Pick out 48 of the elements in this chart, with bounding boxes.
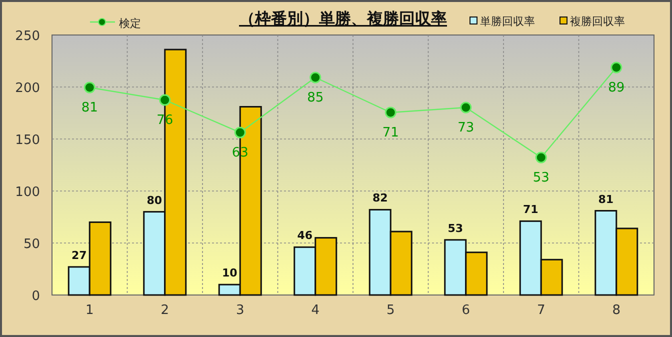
- point: [460, 102, 472, 114]
- data-label: 85: [307, 90, 324, 106]
- y-tick-label: 50: [23, 237, 40, 252]
- point: [310, 72, 322, 84]
- chart-title: （枠番別）単勝、複勝回収率: [239, 9, 447, 28]
- data-label: 46: [297, 229, 313, 242]
- x-tick-label: 5: [386, 303, 395, 318]
- data-label: 89: [608, 80, 625, 96]
- point: [84, 82, 96, 94]
- y-tick-label: 100: [15, 185, 40, 200]
- data-label: 53: [448, 222, 464, 235]
- data-label: 73: [458, 120, 474, 136]
- data-label: 71: [382, 126, 399, 140]
- x-tick-label: 3: [236, 303, 244, 318]
- point: [234, 126, 246, 138]
- x-tick-label: 6: [462, 303, 470, 318]
- data-label: 53: [532, 170, 550, 186]
- y-tick-label: 250: [15, 29, 40, 44]
- legend-label: 単勝回収率: [480, 15, 535, 28]
- y-tick-label: 0: [32, 289, 40, 304]
- data-label: 82: [372, 192, 388, 205]
- x-tick-label: 4: [311, 303, 320, 318]
- bar: [540, 258, 563, 296]
- point: [535, 152, 547, 164]
- y-tick-label: 200: [15, 81, 40, 96]
- data-label: 63: [232, 146, 248, 160]
- bar: [390, 230, 412, 296]
- x-tick-label: 7: [536, 303, 546, 318]
- data-label: 27: [71, 248, 87, 262]
- y-tick-label: 150: [15, 133, 40, 148]
- bar: [465, 252, 488, 296]
- x-tick-label: 1: [85, 303, 94, 318]
- data-label: 71: [522, 203, 538, 216]
- bar: [314, 237, 338, 296]
- x-tick-label: 8: [612, 303, 621, 318]
- point: [159, 94, 171, 106]
- bar: [88, 221, 112, 296]
- data-label: 10: [222, 266, 238, 280]
- data-label: 76: [156, 113, 174, 128]
- bar: [616, 228, 638, 296]
- data-label: 81: [81, 100, 98, 116]
- data-label: 81: [598, 192, 614, 206]
- legend-label: 検定: [119, 17, 141, 30]
- legend-label: 複勝回収率: [570, 15, 625, 28]
- x-tick-label: 2: [160, 303, 170, 318]
- data-label: 80: [146, 194, 162, 207]
- point: [384, 106, 396, 118]
- point: [610, 62, 622, 74]
